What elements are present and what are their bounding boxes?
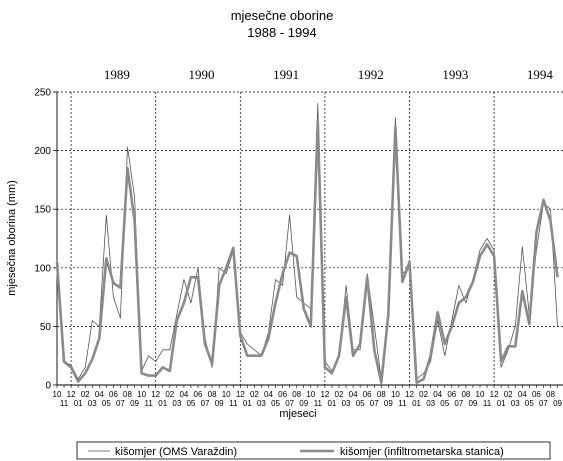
x-tick-label: 03 [511,399,520,408]
y-tick-label: 200 [34,146,51,157]
legend-label: kišomjer (OMS Varaždin) [115,446,237,458]
x-tick-label: 03 [342,399,351,408]
x-tick-label: 05 [440,399,449,408]
x-tick-label: 04 [95,390,104,399]
x-tick-label: 02 [250,390,259,399]
x-tick-label: 01 [327,399,336,408]
year-label: 1992 [358,67,384,82]
series-line [55,120,559,384]
x-tick-label: 06 [363,390,372,399]
x-tick-label: 09 [468,399,477,408]
x-tick-label: 10 [53,390,62,399]
x-tick-label: 08 [123,390,132,399]
x-tick-label: 08 [546,390,555,399]
legend-box [76,441,551,460]
x-tick-label: 08 [208,390,217,399]
x-tick-label: 07 [454,399,463,408]
x-tick-label: 09 [384,399,393,408]
x-tick-label: 08 [461,390,470,399]
x-tick-label: 11 [314,399,323,408]
x-tick-label: 10 [222,390,231,399]
x-tick-label: 04 [349,390,358,399]
x-tick-label: 11 [229,399,238,408]
y-tick-label: 50 [40,322,52,333]
chart-title: mjesečne oborine [231,8,334,23]
x-tick-label: 12 [151,390,160,399]
x-tick-label: 04 [179,390,188,399]
x-tick-label: 09 [215,399,224,408]
year-label: 1991 [273,67,299,82]
x-tick-label: 01 [74,399,83,408]
x-tick-label: 06 [278,390,287,399]
x-tick-label: 07 [539,399,548,408]
year-label: 1989 [104,67,130,82]
x-axis-label: mjeseci [279,408,316,420]
x-tick-label: 08 [292,390,301,399]
x-tick-label: 09 [130,399,139,408]
x-tick-label: 01 [497,399,506,408]
year-label: 1993 [442,67,468,82]
x-tick-label: 07 [201,399,210,408]
x-tick-label: 04 [518,390,527,399]
x-tick-label: 06 [109,390,118,399]
x-tick-label: 03 [257,399,266,408]
x-tick-label: 10 [306,390,315,399]
x-tick-label: 03 [88,399,97,408]
x-tick-label: 12 [236,390,245,399]
x-tick-label: 09 [553,399,562,408]
x-tick-label: 05 [102,399,111,408]
x-tick-label: 12 [67,390,76,399]
x-tick-label: 02 [335,390,344,399]
x-tick-label: 02 [504,390,513,399]
x-tick-label: 11 [60,399,69,408]
x-tick-label: 12 [490,390,499,399]
x-tick-label: 03 [426,399,435,408]
x-tick-label: 05 [525,399,534,408]
y-tick-label: 150 [34,205,51,216]
x-tick-label: 02 [165,390,174,399]
year-label: 1994 [527,67,554,82]
year-label: 1990 [189,67,215,82]
x-tick-label: 03 [172,399,181,408]
x-tick-label: 01 [158,399,167,408]
y-tick-label: 250 [34,88,51,99]
x-tick-label: 01 [243,399,252,408]
x-tick-label: 12 [320,390,329,399]
x-tick-label: 05 [186,399,195,408]
series-line [56,103,558,380]
y-tick-label: 0 [45,381,51,392]
chart-subtitle: 1988 - 1994 [247,25,316,40]
y-tick-label: 100 [34,263,51,274]
x-tick-label: 09 [299,399,308,408]
y-axis-label: mjesečna oborina (mm) [6,180,18,296]
x-tick-label: 12 [405,390,414,399]
x-tick-label: 07 [116,399,125,408]
x-tick-label: 05 [271,399,280,408]
legend-label: kišomjer (infiltrometarska stanica) [340,446,504,458]
x-tick-label: 05 [356,399,365,408]
x-tick-label: 07 [370,399,379,408]
x-tick-label: 01 [412,399,421,408]
x-tick-label: 10 [391,390,400,399]
x-tick-label: 04 [433,390,442,399]
x-tick-label: 06 [532,390,541,399]
x-tick-label: 02 [419,390,428,399]
x-tick-label: 10 [137,390,146,399]
x-tick-label: 11 [398,399,407,408]
x-tick-label: 07 [285,399,294,408]
x-tick-label: 06 [447,390,456,399]
x-tick-label: 11 [483,399,492,408]
x-tick-label: 08 [377,390,386,399]
x-tick-label: 10 [476,390,485,399]
x-tick-label: 11 [144,399,153,408]
x-tick-label: 04 [264,390,273,399]
x-tick-label: 02 [81,390,90,399]
x-tick-label: 06 [194,390,203,399]
